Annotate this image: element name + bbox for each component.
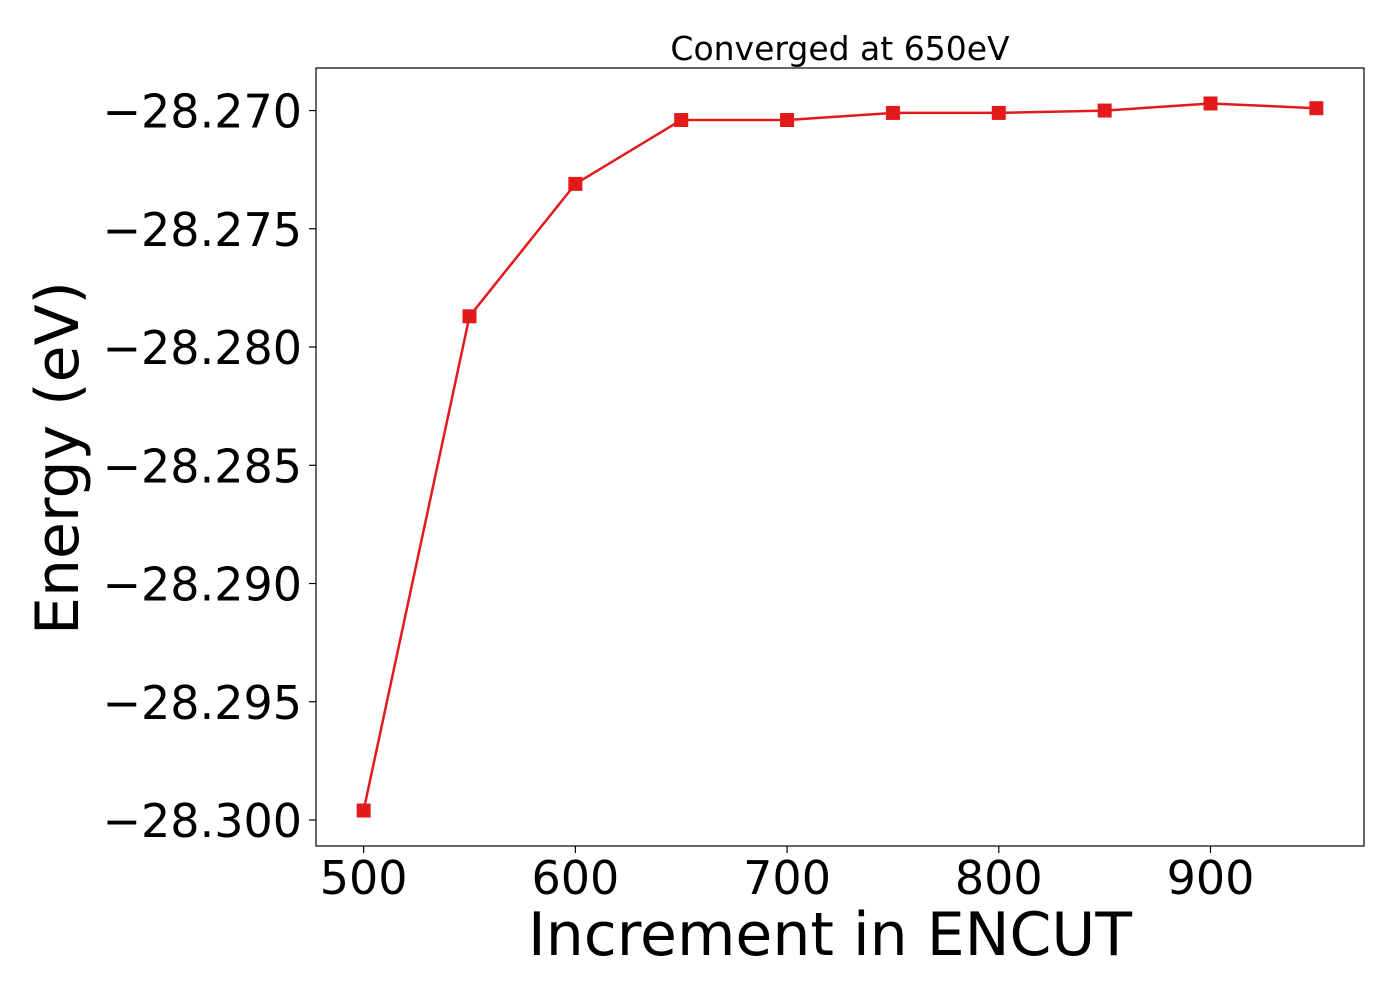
y-tick-label: −28.290 [103, 558, 303, 612]
data-point-marker [674, 113, 689, 128]
data-point-marker [1309, 101, 1324, 116]
data-point-marker [356, 803, 371, 818]
data-point-marker [568, 176, 583, 191]
y-axis-ticks: −28.270 −28.275 −28.280 −28.285 −28.290 −28.2… [103, 85, 316, 848]
y-tick-label: −28.285 [103, 439, 303, 493]
x-tick-label: 700 [743, 851, 831, 905]
data-point-marker [1203, 96, 1218, 111]
y-tick-label: −28.270 [103, 85, 303, 139]
series-markers [356, 96, 1324, 818]
x-tick-label: 800 [955, 851, 1043, 905]
data-point-marker [1097, 103, 1112, 118]
data-point-marker [462, 309, 477, 324]
x-tick-label: 500 [320, 851, 408, 905]
x-tick-label: 900 [1167, 851, 1255, 905]
series-line [362, 102, 1317, 811]
y-tick-label: −28.275 [103, 203, 303, 257]
y-tick-label: −28.295 [103, 676, 303, 730]
plot-frame [315, 67, 1365, 847]
data-point-marker [780, 113, 795, 128]
data-point-marker [991, 105, 1006, 120]
chart-title: Converged at 650eV [670, 29, 1010, 68]
y-tick-label: −28.280 [103, 321, 303, 375]
y-tick-label: −28.300 [103, 794, 303, 848]
x-axis-ticks: 500 600 700 800 900 [320, 846, 1255, 905]
x-tick-label: 600 [531, 851, 619, 905]
y-axis-label: Energy (eV) [23, 281, 93, 635]
data-point-marker [885, 105, 900, 120]
plot-background [316, 68, 1364, 846]
x-axis-label: Increment in ENCUT [528, 900, 1132, 970]
